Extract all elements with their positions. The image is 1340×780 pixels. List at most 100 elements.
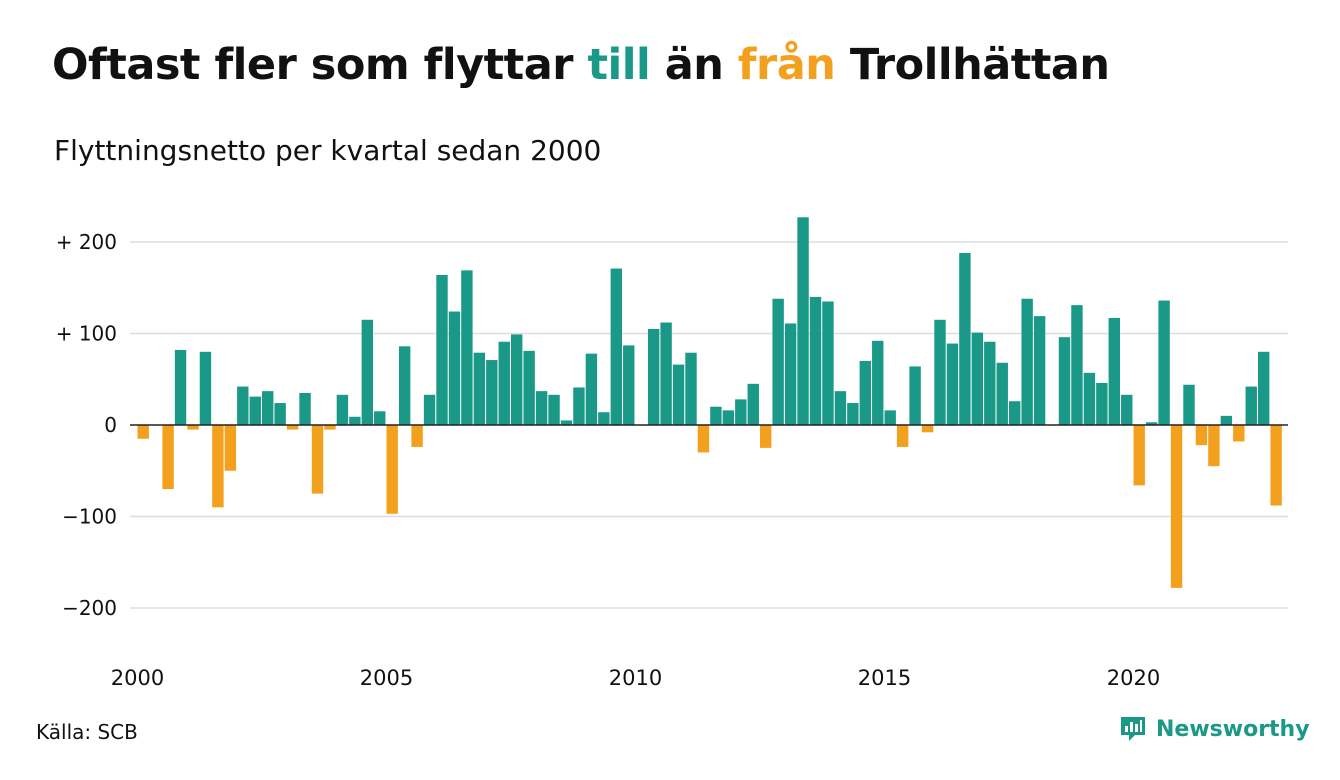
bar (710, 406, 722, 425)
x-tick-label: 2010 (609, 666, 662, 690)
bar (212, 425, 224, 508)
bar (934, 319, 946, 425)
bar (1208, 425, 1220, 467)
bar (984, 341, 996, 425)
bar (822, 301, 834, 425)
bar (299, 392, 311, 425)
bar (498, 341, 510, 425)
bar (174, 349, 187, 425)
chart-title: Oftast fler som flyttar till än från Tro… (52, 40, 1110, 90)
bar (872, 340, 884, 425)
bar (1121, 394, 1133, 425)
bar (834, 391, 847, 425)
bar (511, 334, 523, 425)
bar (411, 425, 423, 447)
source-note: Källa: SCB (36, 720, 138, 744)
bar (921, 425, 934, 433)
bar (349, 416, 361, 425)
bar (1220, 415, 1233, 425)
title-highlight-fran: från (737, 40, 836, 90)
bar (847, 403, 859, 425)
gridlines (130, 241, 1288, 609)
bar (1170, 425, 1183, 588)
x-tick-label: 2020 (1107, 666, 1160, 690)
x-tick-label: 2000 (111, 666, 164, 690)
title-part-5: Trollhättan (835, 40, 1110, 90)
bar (560, 420, 573, 425)
bar (610, 268, 622, 425)
brand-logo[interactable]: Newsworthy (1118, 714, 1310, 744)
newsworthy-logo-icon (1121, 717, 1145, 741)
chart-subtitle: Flyttningsnetto per kvartal sedan 2000 (54, 134, 602, 167)
bar (1158, 300, 1170, 425)
bar (274, 403, 286, 425)
bar (1258, 351, 1270, 425)
bar (1021, 298, 1033, 425)
bar (585, 353, 598, 425)
bar (523, 350, 535, 425)
bar (623, 345, 635, 425)
bar (909, 366, 921, 425)
y-tick-label: + 100 (56, 322, 117, 346)
bar (896, 425, 909, 447)
bar (436, 274, 448, 425)
x-tick-label: 2005 (360, 666, 413, 690)
bar (423, 394, 436, 425)
bar (735, 399, 747, 425)
y-tick-label: −200 (62, 596, 117, 620)
bar (747, 383, 759, 425)
y-tick-label: 0 (104, 413, 117, 437)
bar (237, 386, 249, 425)
bar (672, 364, 685, 425)
bar (262, 391, 274, 425)
bar (971, 332, 984, 425)
bar (1270, 425, 1282, 506)
bar (797, 217, 809, 425)
bars (137, 217, 1282, 588)
bar (722, 410, 735, 425)
y-tick-label: −100 (62, 505, 117, 529)
bar (398, 346, 411, 425)
bar (162, 425, 174, 490)
bar (1009, 401, 1021, 425)
bar (685, 352, 697, 425)
bar (448, 311, 461, 425)
bar (224, 425, 237, 471)
bar (884, 410, 896, 425)
title-part-1: Oftast fler som flyttar (52, 40, 588, 90)
bar (809, 296, 822, 425)
bar (311, 425, 324, 494)
bar (1083, 372, 1096, 425)
y-tick-label: + 200 (56, 230, 117, 254)
bar (959, 252, 971, 425)
bar (772, 298, 784, 425)
bar (249, 396, 261, 425)
bar (1133, 425, 1145, 486)
bar (1071, 305, 1083, 425)
bar (1033, 316, 1046, 425)
bar (1096, 382, 1108, 425)
bar (1233, 425, 1245, 442)
bar (461, 270, 473, 425)
bar (946, 343, 959, 425)
bar (1245, 386, 1257, 425)
bar (598, 412, 610, 425)
bar (697, 425, 710, 453)
x-axis-ticks: 2000 2005 2010 2015 2020 (111, 666, 1160, 690)
bar (324, 425, 336, 430)
bar (535, 391, 548, 425)
bar (336, 394, 349, 425)
bar (1195, 425, 1208, 446)
y-axis-ticks: + 200 + 100 0 −100 −200 (56, 230, 117, 620)
bar (1145, 422, 1158, 425)
bar (660, 322, 672, 425)
bar (647, 328, 660, 425)
bar (187, 425, 199, 430)
x-tick-label: 2015 (858, 666, 911, 690)
title-highlight-till: till (587, 40, 651, 90)
bar (137, 425, 149, 439)
bar (1183, 384, 1195, 425)
bar (760, 425, 772, 448)
bar (361, 319, 373, 425)
